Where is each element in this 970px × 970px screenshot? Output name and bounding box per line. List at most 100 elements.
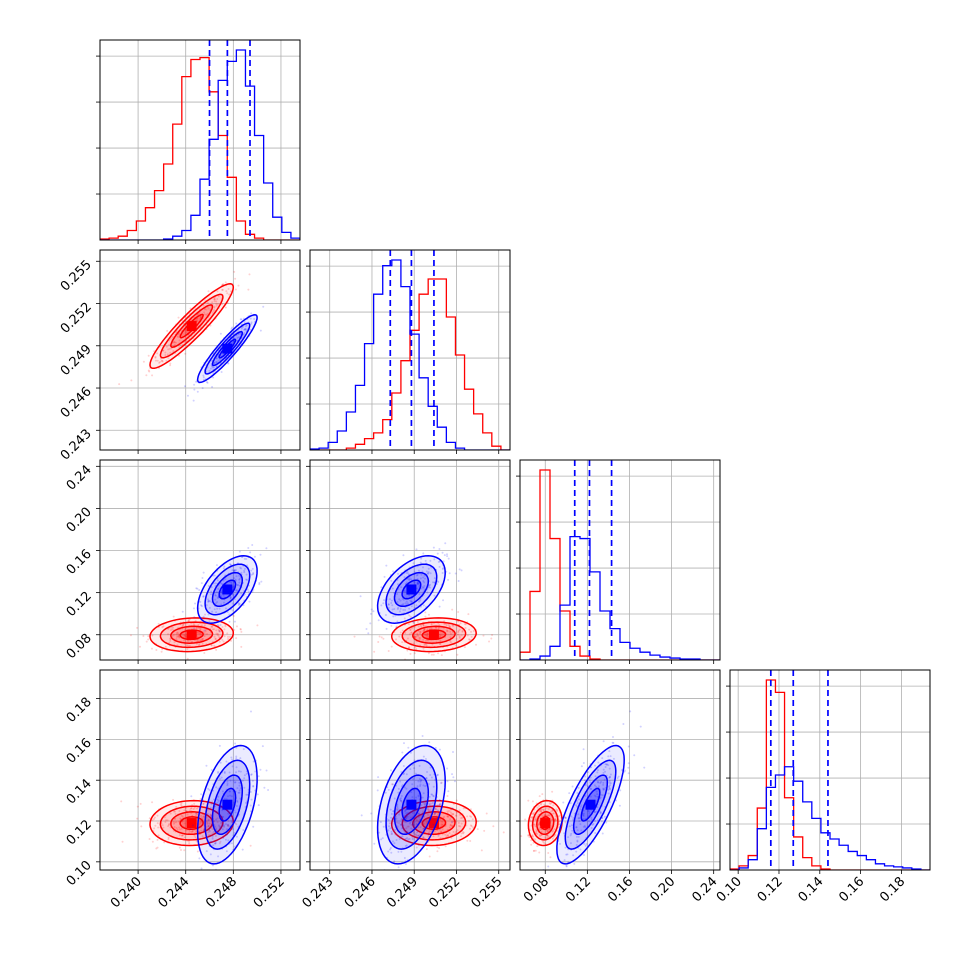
sample-point xyxy=(408,576,411,579)
sample-point xyxy=(587,809,590,812)
sample-point xyxy=(622,723,625,726)
sample-point xyxy=(151,374,154,377)
sample-point xyxy=(396,804,399,807)
sample-point xyxy=(608,780,611,783)
sample-point xyxy=(396,592,399,595)
sample-point xyxy=(175,638,178,641)
sample-point xyxy=(534,818,537,821)
sample-point xyxy=(227,839,230,842)
sample-point xyxy=(461,630,464,633)
sample-point xyxy=(213,628,216,631)
sample-point xyxy=(590,816,593,819)
sample-point xyxy=(211,837,214,840)
y-tick-label: 0.24 xyxy=(64,463,95,494)
x-tick-label: 0.20 xyxy=(647,874,678,905)
sample-point xyxy=(424,559,427,562)
sample-point xyxy=(232,779,235,782)
sample-point xyxy=(186,813,189,816)
sample-point xyxy=(527,799,530,802)
sample-point xyxy=(462,831,465,834)
sample-point xyxy=(248,273,251,276)
sample-point xyxy=(534,831,537,834)
sample-point xyxy=(201,642,204,645)
sample-point xyxy=(438,828,441,831)
sample-point xyxy=(204,887,206,889)
sample-point xyxy=(602,781,605,784)
sample-point xyxy=(457,824,460,827)
sample-point xyxy=(214,582,217,585)
sample-point xyxy=(427,571,430,574)
sample-point xyxy=(444,833,447,836)
sample-point xyxy=(404,622,407,625)
sample-point xyxy=(431,643,434,646)
sample-point xyxy=(580,804,583,807)
sample-point xyxy=(620,768,623,771)
sample-point xyxy=(192,807,195,810)
sample-point xyxy=(457,611,460,614)
sample-point xyxy=(157,622,160,625)
sample-point xyxy=(207,307,210,310)
sample-point xyxy=(425,777,428,780)
sample-point xyxy=(217,628,220,631)
sample-point xyxy=(152,818,155,821)
sample-point xyxy=(445,629,448,632)
sample-point xyxy=(536,806,539,809)
sample-point xyxy=(483,829,486,832)
sample-point xyxy=(429,809,432,812)
sample-point xyxy=(217,295,220,298)
sample-point xyxy=(240,327,243,330)
sample-point xyxy=(391,783,394,786)
sample-point xyxy=(603,788,606,791)
sample-point xyxy=(416,581,419,584)
sample-point xyxy=(602,740,605,743)
sample-point xyxy=(388,822,391,825)
sample-point xyxy=(200,624,203,627)
sample-point xyxy=(414,833,417,836)
sample-point xyxy=(396,825,399,828)
sample-point xyxy=(460,634,463,637)
sample-point xyxy=(419,637,422,640)
sample-point xyxy=(216,798,219,801)
sample-point xyxy=(428,741,431,744)
sample-point xyxy=(420,778,423,781)
sample-point xyxy=(185,644,188,647)
sample-point xyxy=(449,811,452,814)
sample-point xyxy=(551,830,554,833)
sample-point xyxy=(433,813,436,816)
sample-point xyxy=(399,599,402,602)
sample-point xyxy=(415,548,418,551)
sample-point xyxy=(451,820,454,823)
sample-point xyxy=(534,816,537,819)
sample-point xyxy=(418,638,421,641)
sample-point xyxy=(538,828,541,831)
sample-point xyxy=(396,600,399,603)
sample-point xyxy=(195,587,198,590)
sample-point xyxy=(409,615,412,618)
sample-point xyxy=(267,788,270,791)
sample-point xyxy=(206,812,209,815)
sample-point xyxy=(178,339,181,342)
sample-point xyxy=(430,627,433,630)
sample-point xyxy=(391,818,394,821)
sample-point xyxy=(399,823,402,826)
sample-point xyxy=(226,795,229,798)
sample-point xyxy=(544,814,547,817)
sample-point xyxy=(204,628,207,631)
sample-point xyxy=(401,751,404,754)
sample-point xyxy=(206,302,209,305)
sample-point xyxy=(565,853,568,856)
sample-point xyxy=(240,645,243,648)
sample-point xyxy=(160,650,163,653)
sample-point xyxy=(378,635,381,638)
sample-point xyxy=(611,741,614,744)
sample-point xyxy=(530,816,533,819)
sample-point xyxy=(439,836,442,839)
sample-point xyxy=(226,824,229,827)
sample-point xyxy=(389,827,392,830)
sample-point xyxy=(415,819,418,822)
sample-point xyxy=(169,337,172,340)
sample-point xyxy=(406,571,409,574)
sample-point xyxy=(421,586,424,589)
sample-point xyxy=(154,824,157,827)
sample-point xyxy=(480,849,483,852)
